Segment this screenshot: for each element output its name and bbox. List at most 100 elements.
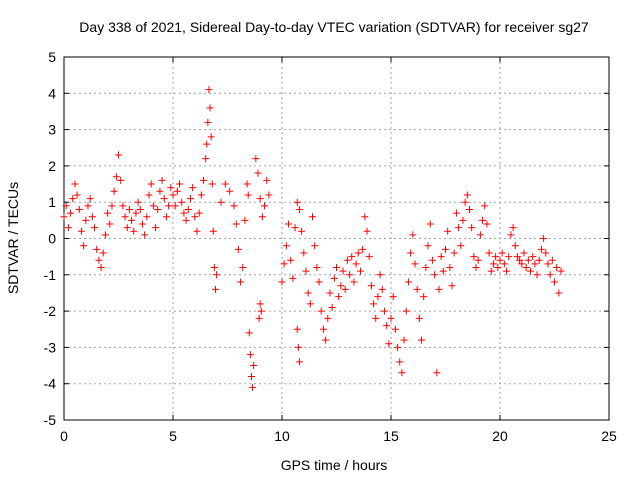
data-point-marker [483, 220, 491, 228]
data-point-marker [237, 278, 245, 286]
data-point-marker [452, 209, 460, 217]
data-point-marker [326, 289, 334, 297]
data-point-marker [234, 245, 242, 253]
data-point-marker [507, 231, 515, 239]
data-point-marker [97, 264, 105, 272]
data-point-marker [221, 180, 229, 188]
data-point-marker [207, 133, 215, 141]
data-point-marker [407, 249, 415, 257]
data-point-marker [101, 231, 109, 239]
data-point-marker [182, 216, 190, 224]
data-point-marker [537, 245, 545, 253]
y-tick-label: 3 [48, 122, 56, 138]
data-point-marker [186, 195, 194, 203]
data-point-marker [115, 151, 122, 159]
data-point-marker [302, 267, 310, 275]
data-point-marker [239, 264, 247, 272]
data-point-marker [130, 227, 138, 235]
data-point-marker [516, 256, 524, 264]
x-tick-labels: 0 5 10 15 20 25 [60, 428, 617, 444]
data-point-marker [400, 336, 408, 344]
data-point-marker [121, 213, 129, 221]
data-point-marker [232, 220, 240, 228]
data-point-marker [418, 336, 426, 344]
data-point-marker [88, 213, 96, 221]
data-point-marker [80, 242, 88, 250]
x-tick-label: 15 [383, 428, 399, 444]
data-point-marker [210, 264, 218, 272]
data-point-marker [348, 253, 356, 261]
data-point-marker [420, 293, 428, 301]
data-point-marker [136, 205, 144, 213]
data-point-marker [191, 213, 199, 221]
x-tick-label: 0 [60, 428, 68, 444]
data-point-marker [494, 264, 502, 272]
data-point-marker [263, 176, 271, 184]
data-point-marker [380, 307, 388, 315]
data-point-marker [433, 369, 441, 377]
y-tick-label: 0 [48, 231, 56, 247]
data-point-marker [350, 278, 358, 286]
x-tick-label: 25 [601, 428, 617, 444]
data-point-marker [245, 329, 253, 337]
data-point-marker [75, 205, 83, 213]
data-point-marker [69, 195, 77, 203]
data-point-marker [472, 264, 480, 272]
data-point-marker [204, 118, 212, 126]
data-point-marker [141, 231, 149, 239]
data-point-marker [304, 289, 312, 297]
data-point-marker [535, 256, 543, 264]
data-point-marker [213, 271, 221, 279]
data-point-marker [300, 249, 308, 257]
data-point-marker [551, 278, 558, 286]
data-point-marker [147, 180, 155, 188]
data-point-marker [337, 282, 345, 290]
data-point-marker [468, 224, 476, 232]
data-point-marker [104, 209, 112, 217]
data-point-marker [444, 227, 452, 235]
data-point-marker [193, 227, 201, 235]
data-point-marker [86, 195, 94, 203]
data-point-marker [341, 285, 349, 293]
data-point-marker [202, 155, 210, 163]
data-point-marker [158, 176, 166, 184]
data-point-marker [298, 227, 306, 235]
data-point-marker [485, 249, 493, 257]
data-point-marker [110, 187, 118, 195]
data-point-marker [446, 264, 454, 272]
grid-lines [64, 57, 609, 420]
chart-title: Day 338 of 2021, Sidereal Day-to-day VTE… [79, 19, 589, 35]
data-point-marker [317, 307, 325, 315]
data-point-marker [258, 213, 266, 221]
data-point-marker [354, 249, 362, 257]
data-point-marker [280, 260, 288, 268]
x-tick-label: 10 [274, 428, 290, 444]
data-point-marker [533, 271, 541, 279]
data-point-marker [328, 303, 336, 311]
data-point-marker [505, 253, 513, 261]
data-point-marker [71, 180, 79, 188]
data-point-marker [555, 289, 563, 297]
y-tick-label: -4 [44, 376, 57, 392]
data-point-marker [291, 224, 299, 232]
data-point-marker [287, 256, 295, 264]
data-point-marker [522, 264, 530, 272]
data-point-marker [339, 267, 347, 275]
data-point-marker [209, 227, 217, 235]
data-point-marker [149, 202, 157, 210]
data-point-marker [396, 358, 404, 366]
data-point-marker [197, 191, 205, 199]
data-point-marker [294, 343, 302, 351]
data-point-marker [540, 235, 548, 242]
data-point-marker [531, 260, 539, 268]
data-point-marker [520, 249, 528, 257]
data-point-marker [208, 180, 216, 188]
data-point-marker [448, 282, 456, 290]
data-points [60, 86, 565, 391]
data-point-marker [370, 300, 378, 308]
y-tick-labels: -5 -4 -3 -2 -1 0 1 2 3 4 5 [44, 49, 57, 428]
x-tick-label: 20 [492, 428, 508, 444]
data-point-marker [322, 336, 330, 344]
data-point-marker [289, 274, 297, 282]
data-point-marker [509, 224, 517, 232]
